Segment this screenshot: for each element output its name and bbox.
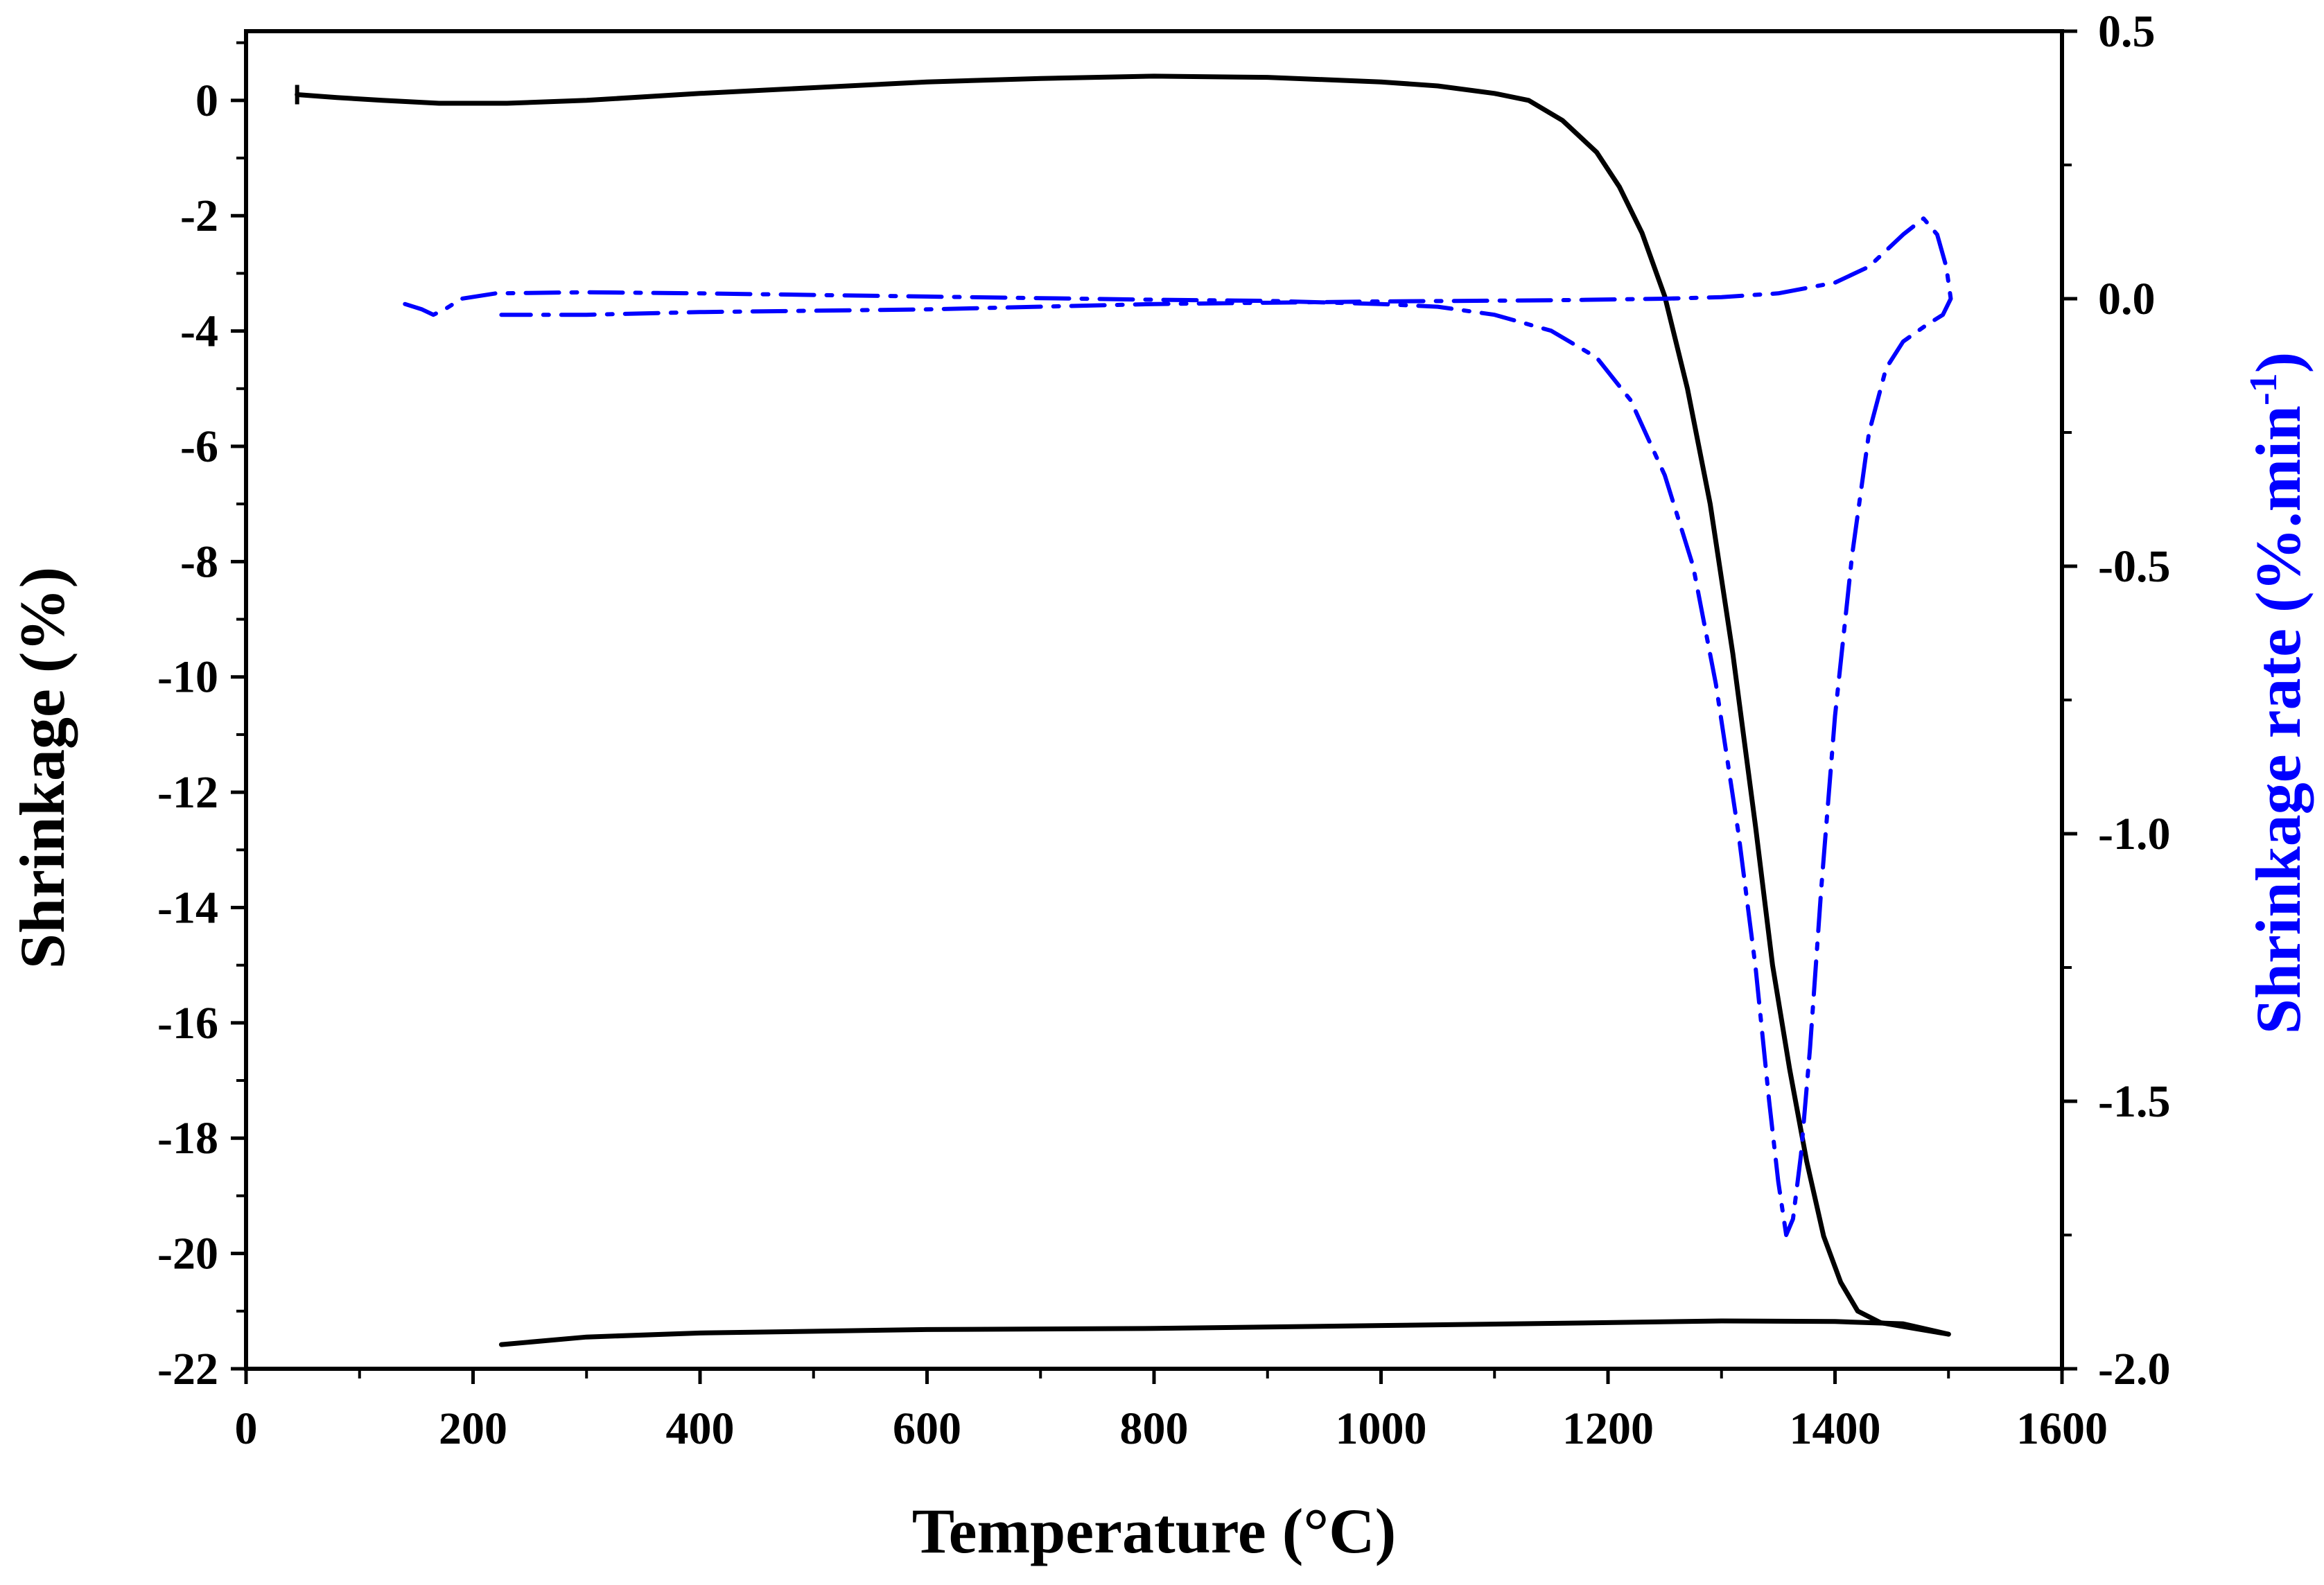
x-tick-label: 1600 bbox=[2016, 1403, 2108, 1454]
shrinkage-cooling-line bbox=[498, 1318, 1951, 1347]
series-layer bbox=[295, 73, 1953, 1347]
y-left-tick-label: -10 bbox=[157, 652, 218, 703]
y-left-tick-label: -4 bbox=[180, 306, 218, 357]
x-tick-label: 800 bbox=[1120, 1403, 1189, 1454]
y-left-tick-label: -6 bbox=[180, 421, 218, 472]
y-right-tick-label: 0.0 bbox=[2098, 274, 2156, 324]
y-left-tick-label: -2 bbox=[180, 191, 218, 241]
shrinkage-heating-line bbox=[295, 73, 1951, 1337]
y-left-tick-label: -20 bbox=[157, 1229, 218, 1279]
y-left-tick-label: -16 bbox=[157, 998, 218, 1049]
y-right-tick-label: -0.5 bbox=[2098, 541, 2170, 592]
plot-frame bbox=[244, 29, 2064, 1371]
y-right-tick-label: 0.5 bbox=[2098, 6, 2156, 57]
shrinkage-rate-line bbox=[403, 216, 1953, 1237]
y-left-tick-label: -14 bbox=[157, 882, 218, 933]
x-tick-label: 1400 bbox=[1790, 1403, 1881, 1454]
y-left-tick-label: -18 bbox=[157, 1113, 218, 1164]
y-right-title-superscript: -1 bbox=[2242, 373, 2285, 405]
x-tick-label: 600 bbox=[893, 1403, 961, 1454]
y-left-tick-label: 0 bbox=[195, 76, 218, 126]
y-left-tick-label: -8 bbox=[180, 536, 218, 587]
x-tick-label: 200 bbox=[439, 1403, 507, 1454]
y-right-tick-label: -1.0 bbox=[2098, 809, 2170, 859]
y-left-tick-label: -22 bbox=[157, 1344, 218, 1394]
y-right-title-close: ) bbox=[2243, 352, 2314, 374]
x-tick-label: 1000 bbox=[1336, 1403, 1427, 1454]
y-right-title-main: Shrinkage rate (%.min bbox=[2243, 405, 2314, 1034]
y-right-tick-label: -1.5 bbox=[2098, 1076, 2170, 1127]
x-axis-title: Temperature (°C) bbox=[912, 1496, 1397, 1566]
x-tick-label: 0 bbox=[235, 1403, 258, 1454]
y-left-tick-label: -12 bbox=[157, 767, 218, 818]
y-left-axis-title: Shrinkage (%) bbox=[7, 567, 78, 969]
y-right-axis-title: Shrinkage rate (%.min-1) bbox=[2242, 352, 2314, 1035]
x-tick-label: 1200 bbox=[1562, 1403, 1654, 1454]
x-tick-label: 400 bbox=[666, 1403, 735, 1454]
axis-ticks bbox=[231, 29, 2077, 1384]
y-right-tick-label: -2.0 bbox=[2098, 1344, 2170, 1394]
tick-labels: 0 200 400 600 800 1000 1200 1400 1600 0 -2 -4 -6 -8 -1… bbox=[157, 6, 2170, 1454]
